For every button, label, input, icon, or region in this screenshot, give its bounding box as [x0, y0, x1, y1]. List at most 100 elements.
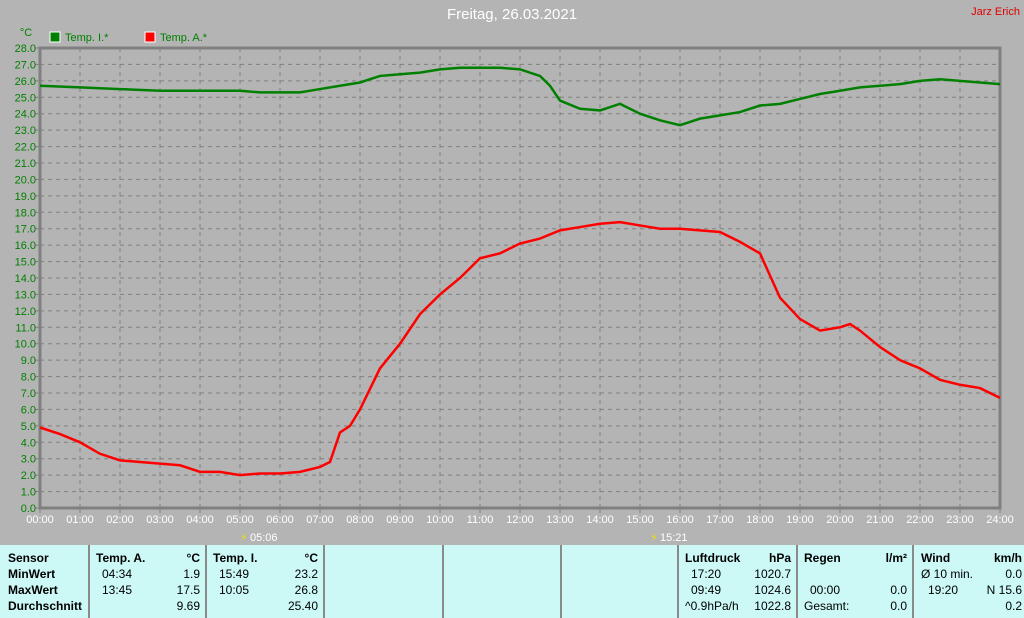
sensor-label: Sensor — [8, 551, 49, 565]
pressure-column: Luftdruck hPa 17:20 1020.7 09:49 1024.6 ^0.… — [677, 545, 796, 618]
y-tick-label: 11.0 — [15, 322, 36, 334]
temp-i-min-time: 15:49 — [219, 567, 250, 581]
wind-unit: km/h — [993, 551, 1022, 565]
wind-gust: N 15.6 — [986, 583, 1022, 597]
series-line-temp-i — [39, 66, 1001, 127]
legend-swatch — [49, 31, 61, 43]
y-tick-label: 13.0 — [15, 289, 36, 301]
y-tick-label: 10.0 — [15, 339, 36, 351]
y-axis-unit: °C — [20, 27, 32, 39]
y-tick-label: 12.0 — [15, 306, 36, 318]
temp-a-unit: °C — [186, 551, 200, 565]
y-tick-label: 25.0 — [15, 92, 36, 104]
y-tick-label: 3.0 — [21, 454, 36, 466]
pressure-max-time: 09:49 — [691, 583, 722, 597]
temp-i-min: 23.2 — [294, 567, 318, 581]
rain-header: Regen — [804, 551, 841, 565]
wind-column: Wind km/h Ø 10 min. 0.0 19:20 N 15.6 0.2 — [912, 545, 1024, 618]
legend-swatch — [144, 31, 156, 43]
temp-a-min-time: 04:34 — [102, 567, 133, 581]
x-tick-label: 02:00 — [106, 514, 134, 526]
wind-header: Wind — [921, 551, 951, 565]
x-tick-label: 11:00 — [467, 514, 494, 526]
temp-i-column: Temp. I. °C 15:49 23.2 10:05 26.8 25.40 — [205, 545, 323, 618]
author-label: Jarz Erich — [971, 6, 1020, 18]
rain-time: 00:00 — [810, 583, 841, 597]
x-tick-label: 05:00 — [226, 514, 254, 526]
temp-a-header: Temp. A. — [96, 551, 146, 565]
empty-column — [442, 545, 560, 618]
y-tick-label: 2.0 — [21, 470, 36, 482]
rain-column: Regen l/m² 00:00 0.0 Gesamt: 0.0 — [796, 545, 912, 618]
temp-a-column: Temp. A. °C 04:34 1.9 13:45 17.5 9.69 — [88, 545, 205, 618]
x-tick-label: 12:00 — [506, 514, 534, 526]
sunrise-icon: ⚡ — [240, 531, 248, 544]
wind-avg: 0.0 — [1005, 567, 1022, 581]
x-tick-label: 01:00 — [66, 514, 94, 526]
y-tick-label: 19.0 — [15, 191, 36, 203]
temp-a-max: 17.5 — [176, 583, 200, 597]
y-tick-label: 5.0 — [21, 421, 36, 433]
min-label: MinWert — [8, 567, 56, 581]
temp-i-max: 26.8 — [294, 583, 318, 597]
y-tick-label: 0.0 — [21, 503, 36, 515]
x-tick-label: 03:00 — [146, 514, 174, 526]
y-tick-label: 18.0 — [15, 207, 36, 219]
legend-label: Temp. I.* — [65, 32, 109, 44]
x-tick-label: 06:00 — [266, 514, 294, 526]
x-tick-label: 00:00 — [26, 514, 54, 526]
y-tick-label: 22.0 — [15, 142, 36, 154]
y-tick-label: 7.0 — [21, 388, 36, 400]
temp-i-avg: 25.40 — [287, 599, 318, 613]
pressure-max: 1024.6 — [754, 583, 791, 597]
y-tick-label: 16.0 — [15, 240, 36, 252]
empty-column — [560, 545, 677, 618]
temperature-chart: 0.0 1.0 2.0 3.0 4.0 5.0 6.0 7.0 8.0 9.0 10.0 11.0 12… — [15, 27, 1014, 544]
sunset-time: 15:21 — [660, 532, 688, 544]
temp-a-min: 1.9 — [183, 567, 200, 581]
y-tick-label: 14.0 — [15, 273, 36, 285]
x-tick-label: 24:00 — [986, 514, 1014, 526]
x-tick-label: 16:00 — [666, 514, 694, 526]
wind-avg-label: Ø 10 min. — [921, 567, 974, 581]
sunrise-time: 05:06 — [250, 532, 278, 544]
x-tick-label: 23:00 — [946, 514, 974, 526]
x-tick-label: 13:00 — [546, 514, 574, 526]
y-tick-label: 6.0 — [21, 404, 36, 416]
y-tick-label: 4.0 — [21, 437, 36, 449]
y-tick-label: 27.0 — [15, 59, 36, 71]
x-tick-label: 15:00 — [626, 514, 654, 526]
empty-column — [323, 545, 442, 618]
rain-unit: l/m² — [885, 551, 907, 565]
x-tick-label: 07:00 — [306, 514, 334, 526]
rain-value: 0.0 — [890, 583, 907, 597]
temp-i-max-time: 10:05 — [219, 583, 250, 597]
y-tick-label: 15.0 — [15, 257, 36, 269]
max-label: MaxWert — [8, 583, 58, 597]
x-tick-label: 04:00 — [186, 514, 214, 526]
chart-title: Freitag, 26.03.2021 — [446, 6, 578, 23]
plot-frame — [38, 46, 1002, 510]
pressure-trend: ^0.9hPa/h — [685, 599, 739, 613]
rain-total: 0.0 — [890, 599, 907, 613]
statistics-table: Sensor MinWert MaxWert Durchschnitt Temp… — [0, 545, 1024, 618]
y-tick-label: 21.0 — [15, 158, 36, 170]
x-tick-label: 10:00 — [426, 514, 454, 526]
temp-i-unit: °C — [304, 551, 318, 565]
y-tick-label: 8.0 — [21, 372, 36, 384]
pressure-unit: hPa — [768, 551, 791, 565]
x-tick-label: 09:00 — [386, 514, 414, 526]
y-tick-label: 26.0 — [15, 76, 36, 88]
x-tick-label: 18:00 — [746, 514, 774, 526]
x-tick-label: 14:00 — [586, 514, 614, 526]
pressure-avg: 1022.8 — [754, 599, 791, 613]
rain-total-label: Gesamt: — [804, 599, 850, 613]
y-tick-label: 28.0 — [15, 43, 36, 55]
y-tick-label: 24.0 — [15, 109, 36, 121]
pressure-min: 1020.7 — [754, 567, 791, 581]
x-tick-label: 22:00 — [906, 514, 934, 526]
temp-i-header: Temp. I. — [213, 551, 258, 565]
x-tick-label: 20:00 — [826, 514, 854, 526]
x-tick-label: 08:00 — [346, 514, 374, 526]
pressure-header: Luftdruck — [685, 551, 741, 565]
